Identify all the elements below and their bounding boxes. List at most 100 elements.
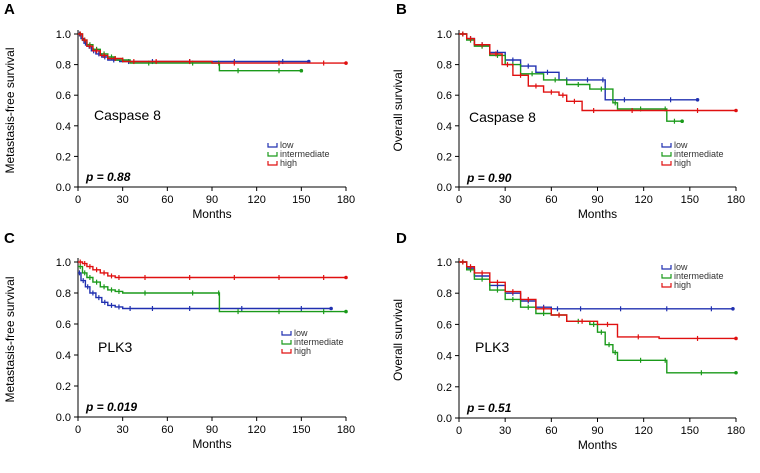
x-tick-label: 90 [591, 194, 603, 206]
series-end-point-high [734, 108, 738, 113]
legend-label-low: low [294, 328, 308, 338]
panel-letter: C [4, 230, 15, 247]
y-tick-label: 1.0 [56, 257, 71, 269]
y-tick-label: 1.0 [56, 29, 71, 41]
series-line-intermediate [459, 33, 683, 122]
y-tick-label: 1.0 [437, 257, 452, 269]
x-tick-label: 30 [499, 425, 511, 437]
gene-label: PLK3 [475, 339, 509, 355]
x-axis-title: Months [192, 207, 231, 221]
y-tick-label: 0.6 [437, 319, 452, 331]
y-tick-label: 0.2 [56, 381, 71, 393]
y-tick-label: 0.8 [56, 60, 71, 72]
y-tick-label: 0.8 [56, 288, 71, 300]
x-tick-label: 60 [545, 194, 557, 206]
x-tick-label: 150 [681, 194, 699, 206]
y-tick-label: 0.4 [437, 351, 452, 363]
y-tick-label: 0.2 [437, 382, 452, 394]
legend-label-low: low [674, 262, 688, 272]
x-axis-title: Months [192, 437, 231, 451]
x-tick-label: 120 [634, 194, 652, 206]
panel-b: B 0.0 0.2 0.4 0.6 0.8 1.0 0 30 60 90 120 150 180 Month… [391, 1, 745, 221]
x-axis-title: Months [578, 438, 617, 452]
legend-swatch-intermediate [267, 152, 278, 157]
legend-label-intermediate: intermediate [674, 149, 724, 159]
legend-label-intermediate: intermediate [294, 337, 344, 347]
series-line-intermediate [78, 265, 346, 313]
x-tick-label: 150 [292, 194, 310, 206]
panel-c: C 0.0 0.2 0.4 0.6 0.8 1.0 0 30 60 90 120 150 180 Month… [3, 230, 355, 451]
y-tick-label: 0.6 [56, 90, 71, 102]
x-tick-label: 60 [161, 194, 173, 206]
x-tick-label: 0 [75, 424, 81, 436]
y-tick-label: 0.0 [437, 413, 452, 425]
legend-label-high: high [280, 158, 297, 168]
legend-label-high: high [674, 280, 691, 290]
x-tick-label: 120 [247, 424, 265, 436]
legend-label-high: high [674, 158, 691, 168]
x-tick-label: 90 [206, 424, 218, 436]
y-tick-label: 0.0 [56, 412, 71, 424]
panel-letter: D [396, 230, 407, 247]
series-end-point-intermediate [299, 68, 304, 73]
y-tick-label: 0.0 [437, 182, 452, 194]
x-tick-label: 150 [681, 425, 699, 437]
y-tick-label: 0.4 [437, 121, 452, 133]
y-tick-label: 0.6 [56, 319, 71, 331]
series-line-high [78, 33, 346, 64]
series-end-point-low [695, 97, 700, 102]
series-line-low [459, 261, 733, 310]
series-line-low [459, 33, 698, 101]
legend-swatch-high [661, 161, 672, 166]
legend-swatch-intermediate [661, 152, 672, 157]
panel-d: D 0.0 0.2 0.4 0.6 0.8 1.0 0 30 60 90 120 150 180 Month… [391, 230, 745, 452]
x-tick-label: 120 [247, 194, 265, 206]
series-line-intermediate [78, 33, 302, 72]
x-tick-label: 60 [161, 424, 173, 436]
y-tick-label: 0.0 [56, 182, 71, 194]
legend-swatch-low [267, 143, 278, 148]
series-end-point-high [344, 61, 348, 65]
y-axis-title: Metastasis-free survival [3, 276, 17, 402]
x-tick-label: 0 [456, 425, 462, 437]
panel-letter: B [396, 1, 407, 18]
legend-swatch-high [661, 283, 672, 288]
y-tick-label: 0.2 [437, 151, 452, 163]
x-tick-label: 150 [292, 424, 310, 436]
legend-label-low: low [674, 140, 688, 150]
legend-swatch-intermediate [661, 274, 672, 279]
x-tick-label: 180 [337, 424, 355, 436]
y-axis-title: Overall survival [391, 299, 405, 381]
legend-label-intermediate: intermediate [674, 271, 724, 281]
series-end-point-high [344, 275, 348, 280]
p-value-label: p = 0.51 [466, 401, 512, 415]
legend-swatch-low [281, 331, 292, 336]
gene-label: Caspase 8 [94, 107, 161, 123]
y-tick-label: 1.0 [437, 29, 452, 41]
x-tick-label: 30 [117, 424, 129, 436]
y-tick-label: 0.8 [437, 60, 452, 72]
gene-label: PLK3 [98, 339, 132, 355]
legend-swatch-low [661, 143, 672, 148]
y-axis-title: Overall survival [391, 69, 405, 151]
series-end-point-intermediate [680, 119, 684, 124]
x-tick-label: 0 [75, 194, 81, 206]
y-tick-label: 0.6 [437, 90, 452, 102]
panel-letter: A [4, 1, 15, 18]
y-tick-label: 0.4 [56, 350, 71, 362]
y-axis-title: Metastasis-free survival [3, 47, 17, 173]
series-end-point-intermediate [734, 370, 738, 375]
legend-swatch-high [267, 161, 278, 166]
series-line-high [459, 33, 736, 112]
y-tick-label: 0.4 [56, 121, 71, 133]
legend-label-high: high [294, 346, 311, 356]
gene-label: Caspase 8 [469, 109, 536, 125]
series-end-point-low [329, 306, 333, 311]
x-tick-label: 180 [727, 194, 745, 206]
p-value-label: p = 0.019 [85, 400, 137, 414]
x-tick-label: 30 [499, 194, 511, 206]
